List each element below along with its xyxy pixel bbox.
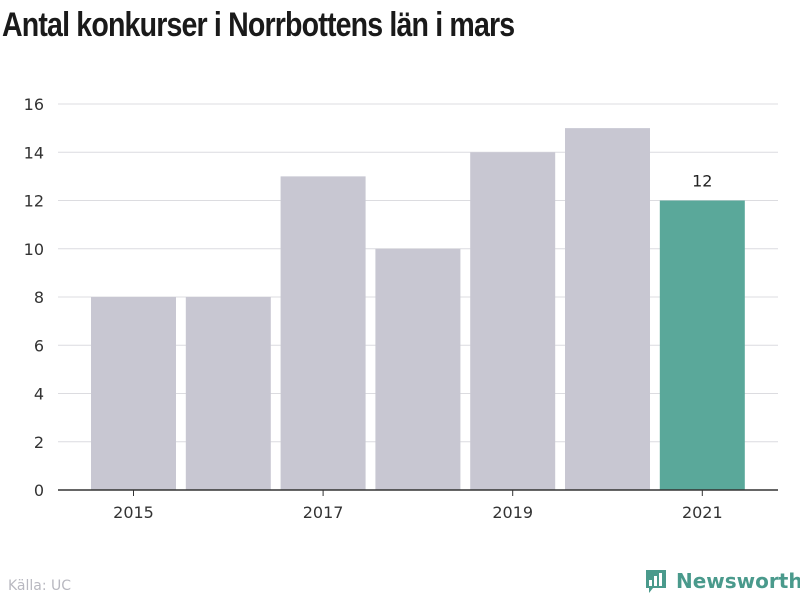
- bar-2020: [565, 128, 650, 490]
- y-tick-label: 2: [34, 433, 44, 452]
- data-label: 12: [692, 172, 712, 191]
- brand-name: Newsworthy: [676, 569, 800, 593]
- y-tick-label: 12: [24, 192, 44, 211]
- bar-2018: [375, 248, 461, 490]
- y-tick-label: 8: [34, 288, 44, 307]
- y-tick-label: 6: [34, 336, 44, 355]
- x-tick-label: 2019: [492, 503, 533, 522]
- bar-2015: [91, 297, 176, 490]
- y-tick-label: 10: [24, 240, 44, 259]
- y-tick-label: 4: [34, 385, 44, 404]
- bar-2016: [185, 297, 271, 490]
- chart-title: Antal konkurser i Norrbottens län i mars: [2, 6, 515, 44]
- x-tick-label: 2015: [113, 503, 154, 522]
- data-labels: 12: [692, 172, 712, 191]
- brand-logo: Newsworthy: [644, 568, 800, 594]
- source-note: Källa: UC: [8, 578, 72, 594]
- y-tick-label: 0: [34, 481, 44, 500]
- y-tick-label: 16: [24, 95, 44, 114]
- bar-2019: [470, 152, 556, 490]
- bar-2017: [280, 176, 366, 490]
- y-tick-label: 14: [24, 143, 44, 162]
- y-axis-ticks: 0 2 4 6 8 10 12 14 16: [24, 95, 44, 500]
- bar-2021: [659, 200, 745, 490]
- x-tick-label: 2017: [303, 503, 344, 522]
- x-axis-ticks: 2015 2017 2019 2021: [113, 490, 723, 522]
- x-tick-label: 2021: [682, 503, 723, 522]
- bars: [91, 128, 745, 490]
- bar-chart-icon: [646, 570, 666, 593]
